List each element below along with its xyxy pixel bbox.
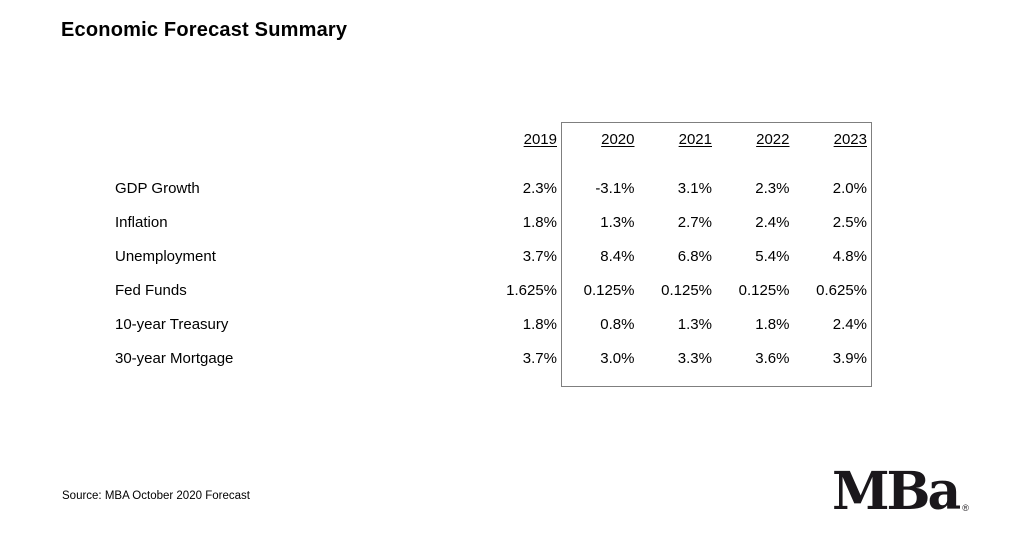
- cell-inflation-2023: 2.5%: [832, 214, 867, 231]
- col-header-2020: 2020: [601, 131, 635, 148]
- cell-unemployment-2022: 5.4%: [755, 248, 790, 265]
- cell-gdp-growth-2020: -3.1%: [595, 180, 635, 197]
- cell-10-year-treasury-2019: 1.8%: [522, 316, 557, 333]
- row-label-inflation: Inflation: [115, 214, 168, 231]
- table-row-30-year-mortgage: 30-year Mortgage 3.7% 3.0% 3.3% 3.6% 3.9%: [115, 342, 867, 376]
- cell-10-year-treasury-2020: 0.8%: [600, 316, 635, 333]
- cell-inflation-2019: 1.8%: [522, 214, 557, 231]
- cell-10-year-treasury-2021: 1.3%: [677, 316, 712, 333]
- cell-10-year-treasury-2022: 1.8%: [755, 316, 790, 333]
- cell-gdp-growth-2021: 3.1%: [677, 180, 712, 197]
- cell-30-year-mortgage-2023: 3.9%: [832, 350, 867, 367]
- cell-inflation-2022: 2.4%: [755, 214, 790, 231]
- row-label-30-year-mortgage: 30-year Mortgage: [115, 350, 234, 367]
- cell-fed-funds-2022: 0.125%: [738, 282, 790, 299]
- row-label-10-year-treasury: 10-year Treasury: [115, 316, 229, 333]
- table-header-row: 2019 2020 2021 2022 2023: [115, 126, 867, 154]
- cell-30-year-mortgage-2022: 3.6%: [755, 350, 790, 367]
- table-row-fed-funds: Fed Funds 1.625% 0.125% 0.125% 0.125% 0.625%: [115, 274, 867, 308]
- forecast-table: 2019 2020 2021 2022 2023 GDP Growth 2.3% -3.1% 3…: [115, 126, 867, 376]
- source-note: Source: MBA October 2020 Forecast: [62, 490, 250, 502]
- col-header-2023: 2023: [833, 131, 867, 148]
- cell-gdp-growth-2022: 2.3%: [755, 180, 790, 197]
- registered-trademark-icon: ®: [962, 503, 969, 513]
- cell-30-year-mortgage-2019: 3.7%: [522, 350, 557, 367]
- cell-unemployment-2021: 6.8%: [677, 248, 712, 265]
- table-row-inflation: Inflation 1.8% 1.3% 2.7% 2.4% 2.5%: [115, 206, 867, 240]
- row-label-gdp-growth: GDP Growth: [115, 180, 200, 197]
- cell-30-year-mortgage-2020: 3.0%: [600, 350, 635, 367]
- header-spacer-cell: [115, 126, 395, 154]
- table-row-10-year-treasury: 10-year Treasury 1.8% 0.8% 1.3% 1.8% 2.4%: [115, 308, 867, 342]
- cell-fed-funds-2019: 1.625%: [506, 282, 557, 299]
- mba-logo-text: MBa: [832, 461, 961, 522]
- cell-inflation-2020: 1.3%: [600, 214, 635, 231]
- cell-gdp-growth-2023: 2.0%: [832, 180, 867, 197]
- forecast-highlight-box: [561, 122, 872, 387]
- cell-inflation-2021: 2.7%: [677, 214, 712, 231]
- row-label-fed-funds: Fed Funds: [115, 282, 187, 299]
- table-row-gdp-growth: GDP Growth 2.3% -3.1% 3.1% 2.3% 2.0%: [115, 172, 867, 206]
- cell-10-year-treasury-2023: 2.4%: [832, 316, 867, 333]
- row-label-unemployment: Unemployment: [115, 248, 216, 265]
- cell-gdp-growth-2019: 2.3%: [522, 180, 557, 197]
- cell-unemployment-2023: 4.8%: [832, 248, 867, 265]
- col-header-2019: 2019: [523, 131, 557, 148]
- col-header-2022: 2022: [756, 131, 790, 148]
- cell-fed-funds-2023: 0.625%: [816, 282, 867, 299]
- mba-logo: MBa ®: [832, 466, 969, 518]
- cell-30-year-mortgage-2021: 3.3%: [677, 350, 712, 367]
- cell-unemployment-2020: 8.4%: [600, 248, 635, 265]
- cell-unemployment-2019: 3.7%: [522, 248, 557, 265]
- header-body-spacer: [115, 154, 867, 172]
- cell-fed-funds-2021: 0.125%: [661, 282, 712, 299]
- col-header-2021: 2021: [678, 131, 712, 148]
- table-row-unemployment: Unemployment 3.7% 8.4% 6.8% 5.4% 4.8%: [115, 240, 867, 274]
- page-title: Economic Forecast Summary: [61, 19, 348, 41]
- cell-fed-funds-2020: 0.125%: [583, 282, 635, 299]
